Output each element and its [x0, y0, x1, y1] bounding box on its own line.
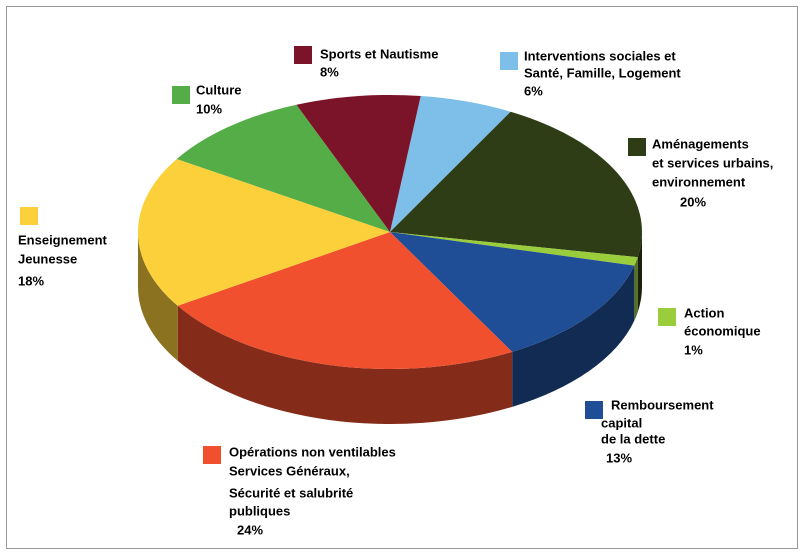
- slice-label: Santé, Famille, Logement: [524, 65, 681, 80]
- slice-value-label: 1%: [684, 342, 703, 357]
- slice-side: [637, 232, 642, 313]
- slice: [138, 158, 390, 306]
- legend-swatch: [628, 138, 646, 156]
- slice-label: Action: [684, 305, 725, 320]
- legend-swatch: [294, 46, 312, 64]
- slice-label: Interventions sociales et: [524, 48, 676, 63]
- slice-side: [177, 305, 513, 424]
- slice-label: de la dette: [601, 431, 665, 446]
- legend-swatch: [500, 52, 518, 70]
- legend-swatch: [172, 86, 190, 104]
- slice: [390, 232, 635, 352]
- legend-swatch: [20, 207, 38, 225]
- slice-label: environnement: [652, 174, 746, 189]
- slice-label: Aménagements: [652, 136, 749, 151]
- slice: [390, 96, 511, 232]
- slice-side: [512, 265, 635, 407]
- slice: [177, 232, 513, 370]
- slice: [176, 104, 390, 232]
- legend-swatch: [585, 401, 603, 419]
- slice-side: [634, 257, 638, 321]
- slice-label: Enseignement: [18, 232, 108, 247]
- slice-value-label: 18%: [18, 273, 44, 288]
- legend-swatch: [203, 446, 221, 464]
- slice-label: et services urbains,: [652, 155, 773, 170]
- slice: [296, 95, 421, 232]
- slice: [390, 232, 638, 266]
- slice-value-label: 24%: [237, 522, 263, 537]
- legend-swatch: [658, 308, 676, 326]
- slice-label: Culture: [196, 82, 242, 97]
- slice-label: Sports et Nautisme: [320, 46, 438, 61]
- slice-value-label: 8%: [320, 64, 339, 79]
- slice-value-label: 10%: [196, 101, 222, 116]
- slice-label: Opérations non ventilables: [229, 444, 396, 459]
- slice-label: capital: [601, 415, 642, 430]
- slice-label: économique: [684, 323, 761, 338]
- slice-value-label: 13%: [606, 450, 632, 465]
- slice-label: Services Généraux,: [229, 463, 350, 478]
- slice-label: Remboursement: [611, 397, 714, 412]
- slice-label: publiques: [229, 503, 290, 518]
- slice-label: Jeunesse: [18, 251, 77, 266]
- slice-label: Sécurité et salubrité: [229, 485, 353, 500]
- slice-value-label: 20%: [680, 194, 706, 209]
- slice-value-label: 6%: [524, 83, 543, 98]
- slice-side: [138, 232, 178, 361]
- slice: [390, 111, 642, 258]
